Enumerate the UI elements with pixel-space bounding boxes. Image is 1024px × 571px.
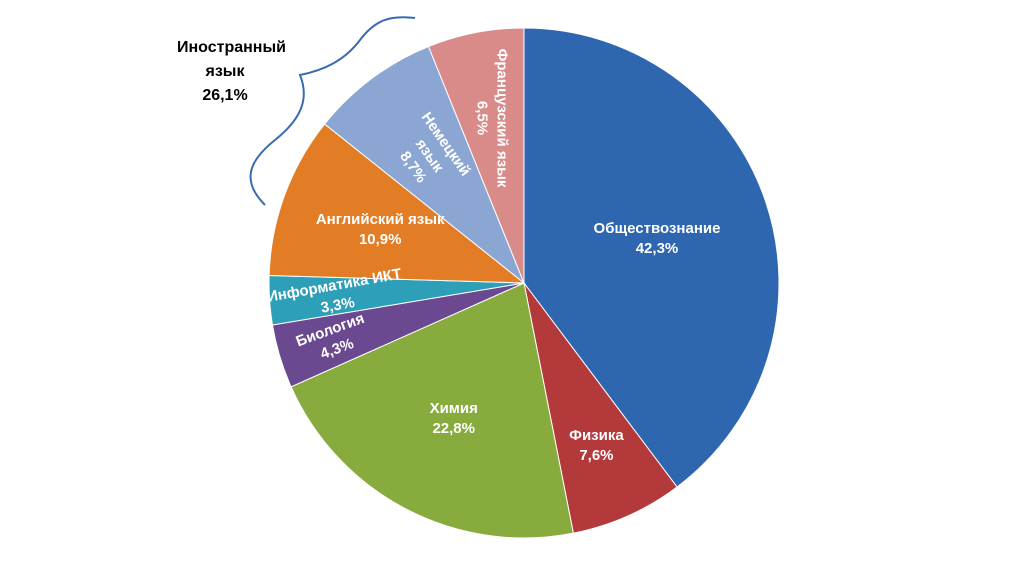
annotation: Иностранный язык 26,1% — [155, 36, 295, 108]
slice-label: Обществознание 42,3% — [594, 219, 721, 259]
slice-value: 6,5% — [473, 100, 491, 135]
slice-value: 10,9% — [358, 231, 402, 249]
slice-value: 7,6% — [579, 447, 614, 465]
pie-slice — [268, 123, 526, 284]
annotation-text: Иностранный язык — [177, 39, 286, 80]
pie-slice — [523, 282, 678, 534]
slice-label: Английский язык 10,9% — [316, 210, 445, 250]
slice-value: 22,8% — [432, 419, 475, 437]
slice-label: Химия 22,8% — [430, 399, 478, 439]
slice-name: Обществознание — [593, 219, 721, 237]
annotation-brace — [249, 16, 416, 206]
pie-slice — [290, 282, 574, 539]
annotation-value: 26,1% — [202, 87, 248, 104]
slice-value: 42,3% — [635, 239, 679, 257]
pie-slice — [523, 27, 780, 488]
slice-label: Физика 7,6% — [569, 426, 624, 466]
slice-name: Английский язык — [315, 211, 445, 229]
slice-label: Французский язык 6,5% — [472, 48, 512, 187]
slice-name: Химия — [429, 399, 478, 417]
slice-name: Физика — [569, 427, 624, 445]
slice-name: Французский язык — [493, 48, 511, 188]
pie-slice — [427, 27, 525, 284]
pie-slice — [323, 45, 526, 285]
